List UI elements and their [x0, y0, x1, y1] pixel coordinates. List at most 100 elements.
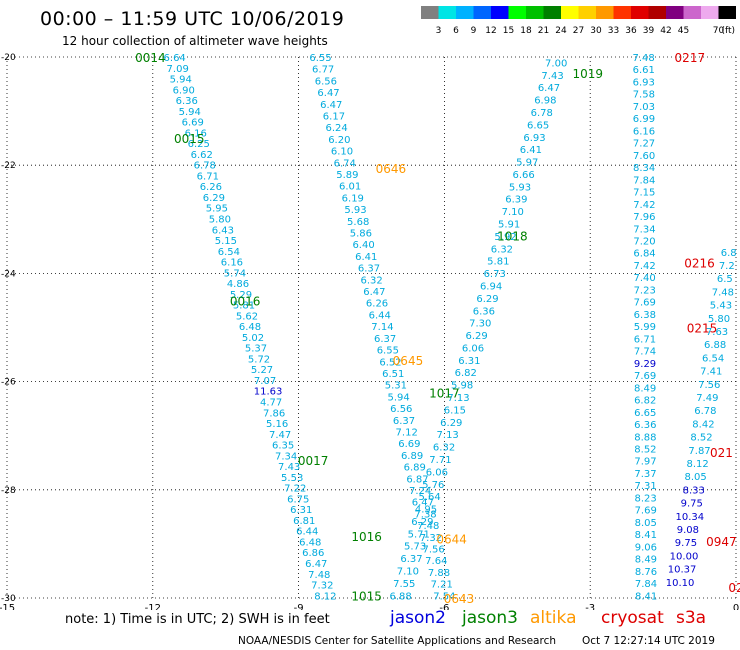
- colorbar-label: 45: [678, 26, 689, 36]
- wave-height-value: 6.16: [185, 128, 207, 139]
- wave-height-value: 7.27: [633, 139, 655, 150]
- wave-height-value: 6.5: [717, 274, 733, 285]
- wave-height-value: 6.29: [203, 193, 225, 204]
- wave-height-value: 6.29: [411, 517, 433, 528]
- colorbar-swatch: [613, 6, 631, 19]
- wave-height-value: 7.97: [634, 457, 656, 468]
- wave-height-value: 7.13: [447, 393, 469, 404]
- wave-height-value: 6.47: [363, 287, 385, 298]
- wave-height-value: 6.17: [323, 112, 345, 123]
- wave-height-value: 5.02: [242, 333, 264, 344]
- colorbar-label: 39: [643, 26, 655, 36]
- wave-height-value: 6.52: [379, 357, 401, 368]
- pass-time-label: 0646: [376, 162, 407, 176]
- wave-height-value: 6.54: [702, 353, 724, 364]
- pass-time-label: 0216: [684, 257, 715, 271]
- wave-height-value: 5.73: [404, 542, 426, 553]
- colorbar-swatch: [561, 6, 579, 19]
- wave-height-value: 6.36: [176, 96, 198, 107]
- wave-height-value: 7.12: [396, 427, 418, 438]
- wave-height-value: 6.55: [377, 346, 399, 357]
- wave-height-value: 5.93: [344, 205, 366, 216]
- wave-height-value: 8.49: [634, 383, 656, 394]
- wave-height-value: 6.32: [491, 244, 513, 255]
- wave-height-value: 6.41: [355, 252, 377, 263]
- color-legend: 3 6 9 12 15 18 21 24 27 30 33 36 39 42 45 70(ft): [421, 6, 736, 36]
- wave-height-value: 9.75: [675, 538, 697, 549]
- wave-height-value: 5.29: [230, 290, 252, 301]
- wave-height-value: 6.36: [473, 306, 495, 317]
- pass-time-label: 1018: [497, 230, 528, 244]
- wave-height-value: 7.34: [633, 224, 655, 235]
- colorbar-label: 9: [471, 26, 477, 36]
- wave-height-value: 8.41: [635, 591, 657, 602]
- wave-height-value: 6.66: [512, 170, 534, 181]
- colorbar-label: 70: [713, 26, 725, 36]
- wave-height-value: 6.29: [465, 331, 487, 342]
- wave-height-value: 8.52: [634, 444, 656, 455]
- wave-height-map[interactable]: -15 -12 -9 -6 -3 0-20-22-24-26-28-306.647.095…: [0, 0, 740, 610]
- wave-height-value: 8.12: [686, 459, 708, 470]
- wave-height-value: 4.95: [415, 505, 437, 516]
- wave-height-value: 5.94: [387, 392, 409, 403]
- legend-altika: altika: [530, 608, 577, 628]
- wave-height-value: 7.40: [634, 273, 656, 284]
- wave-height-value: 6.82: [634, 396, 656, 407]
- wave-height-value: 7.32: [311, 581, 333, 592]
- wave-height-value: 6.71: [197, 171, 219, 182]
- wave-height-value: 6.61: [633, 65, 655, 76]
- wave-height-value: 6.29: [440, 418, 462, 429]
- jason3-track-2: 7.007.436.476.986.786.656.936.415.976.66…: [351, 58, 603, 602]
- wave-height-value: 10.10: [666, 578, 695, 589]
- wave-height-value: 7.74: [634, 347, 656, 358]
- s3a-track-1: 6.8 7.2 6.5 7.48 5.43 5.80 7.63 6.88 6.54 7.41 7.5…: [666, 248, 740, 595]
- wave-height-value: 7.42: [633, 261, 655, 272]
- cryosat-track-1: 7.486.616.937.587.036.996.167.277.608.34…: [633, 51, 733, 602]
- wave-height-value: 7.48: [712, 287, 734, 298]
- wave-height-value: 7.64: [425, 556, 447, 567]
- pass-time-label: 0016: [230, 294, 261, 308]
- wave-height-value: 6.24: [326, 123, 348, 134]
- wave-height-value: 6.69: [182, 118, 204, 129]
- wave-height-value: 6.82: [455, 368, 477, 379]
- wave-height-value: 7.63: [706, 327, 728, 338]
- wave-height-value: 6.01: [339, 182, 361, 193]
- wave-height-value: 6.55: [309, 53, 331, 64]
- wave-height-value: 7.37: [634, 469, 656, 480]
- wave-height-value: 6.44: [369, 310, 391, 321]
- colorbar-label: 15: [503, 26, 514, 36]
- pass-time-label: 0217: [675, 51, 706, 65]
- wave-height-value: 6.31: [458, 356, 480, 367]
- wave-height-value: 7.30: [469, 319, 491, 330]
- wave-height-value: 5.15: [215, 236, 237, 247]
- wave-height-value: 7.58: [633, 90, 655, 101]
- wave-height-value: 6.26: [200, 182, 222, 193]
- wave-height-value: 6.84: [633, 249, 655, 260]
- wave-height-value: 9.06: [635, 542, 657, 553]
- wave-height-value: 5.91: [498, 220, 520, 231]
- wave-height-value: 7.10: [502, 207, 524, 218]
- wave-height-value: 6.32: [361, 275, 383, 286]
- wave-height-value: 7.2: [719, 261, 735, 272]
- wave-height-value: 6.06: [426, 467, 448, 478]
- wave-height-value: 7.09: [167, 64, 189, 75]
- credit-line: NOAA/NESDIS Center for Satellite Applica…: [238, 635, 556, 647]
- wave-height-value: 6.16: [221, 258, 243, 269]
- wave-height-value: 6.99: [633, 114, 655, 125]
- colorbar-swatch: [438, 6, 456, 19]
- wave-height-value: 7.71: [429, 455, 451, 466]
- wave-height-value: 6.93: [633, 77, 655, 88]
- pass-time-label: 0017: [298, 454, 329, 468]
- wave-height-value: 6.16: [633, 126, 655, 137]
- colorbar-label: 6: [453, 26, 459, 36]
- wave-height-value: 6.39: [505, 195, 527, 206]
- wave-height-value: 6.81: [293, 516, 315, 527]
- wave-height-value: 8.23: [635, 493, 657, 504]
- wave-height-value: 7.55: [393, 579, 415, 590]
- page-title: 00:00 – 11:59 UTC 10/06/2019: [40, 8, 345, 30]
- wave-height-value: 6.35: [272, 441, 294, 452]
- wave-height-value: 5.16: [266, 419, 288, 430]
- wave-height-value: 7.22: [284, 484, 306, 495]
- wave-height-value: 5.62: [236, 311, 258, 322]
- x-tick-label: -9: [294, 603, 304, 610]
